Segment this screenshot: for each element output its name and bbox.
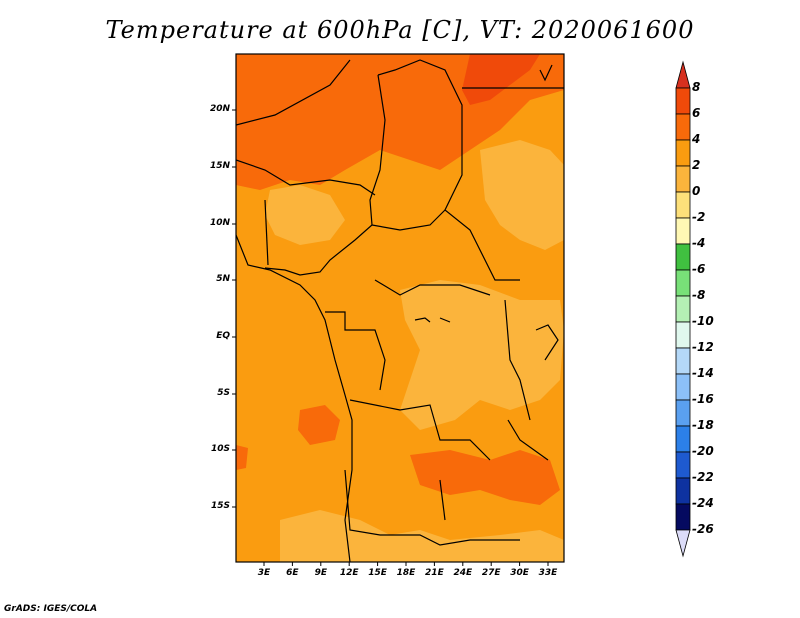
colorbar-segment	[675, 347, 691, 375]
lat-tick-label: EQ	[216, 331, 230, 341]
colorbar-label: -12	[692, 340, 714, 354]
colorbar-segment	[675, 269, 691, 297]
colorbar-label: -16	[692, 392, 714, 406]
field-mild-west	[265, 185, 345, 245]
colorbar-label: -14	[692, 366, 714, 380]
colorbar	[675, 60, 691, 558]
colorbar-label: -10	[692, 314, 714, 328]
colorbar-top-arrow	[675, 60, 691, 89]
colorbar-segment	[675, 139, 691, 167]
lat-tick-label: 15S	[210, 501, 230, 511]
colorbar-segment	[675, 243, 691, 271]
colorbar-label: 2	[692, 158, 701, 172]
lon-tick-label: 24E	[453, 568, 473, 578]
lon-tick-label: 6E	[286, 568, 299, 578]
lon-tick-label: 9E	[314, 568, 327, 578]
lon-tick-label: 18E	[396, 568, 416, 578]
colorbar-segment	[675, 399, 691, 427]
colorbar-segment	[675, 321, 691, 349]
map-title: Temperature at 600hPa [C], VT: 202006160…	[105, 16, 695, 44]
colorbar-label: -24	[692, 496, 714, 510]
colorbar-label: 4	[692, 132, 701, 146]
field-warm-south	[410, 450, 560, 505]
colorbar-segment	[675, 165, 691, 193]
lon-tick-label: 33E	[538, 568, 558, 578]
country-borders	[236, 59, 564, 546]
temperature-field	[236, 54, 564, 562]
coastline	[236, 64, 553, 562]
field-warm-atlantic	[298, 405, 340, 445]
colorbar-label: 0	[692, 184, 701, 198]
colorbar-label: -4	[692, 236, 706, 250]
grads-credit: GrADS: IGES/COLA	[4, 604, 98, 614]
colorbar-segment	[675, 503, 691, 531]
field-warm-sw	[236, 445, 248, 470]
lon-tick-label: 3E	[257, 568, 271, 578]
colorbar-segment	[675, 477, 691, 505]
lat-tick-label: 10N	[209, 218, 230, 228]
map-frame	[235, 53, 565, 563]
colorbar-label: -8	[692, 288, 706, 302]
lat-tick-label: 10S	[210, 444, 230, 454]
colorbar-segment	[675, 191, 691, 219]
colorbar-segment	[675, 87, 691, 115]
lon-tick-label: 21E	[425, 568, 444, 578]
colorbar-label: 8	[692, 80, 701, 94]
colorbar-label: -20	[692, 444, 714, 458]
colorbar-segment	[675, 217, 691, 245]
lon-tick-label: 30E	[510, 568, 529, 578]
colorbar-segment	[675, 113, 691, 141]
lon-tick-label: 12E	[339, 568, 359, 578]
colorbar-segment	[675, 451, 691, 479]
lon-tick-label: 27E	[481, 568, 501, 578]
axis-ticks	[232, 109, 549, 566]
field-mild-east	[480, 140, 564, 250]
colorbar-label: -22	[692, 470, 714, 484]
lat-tick-label: 15N	[209, 161, 230, 171]
colorbar-label: -26	[692, 522, 714, 536]
colorbar-segment	[675, 425, 691, 453]
lon-tick-label: 15E	[368, 568, 387, 578]
colorbar-label: 6	[692, 106, 701, 120]
colorbar-bottom-arrow	[675, 529, 691, 558]
colorbar-label: -6	[692, 262, 706, 276]
colorbar-label: -18	[692, 418, 714, 432]
colorbar-label: -2	[692, 210, 706, 224]
colorbar-segment	[675, 295, 691, 323]
lat-tick-label: 5N	[216, 274, 230, 284]
field-hot-northeast	[462, 54, 540, 105]
colorbar-segment	[675, 373, 691, 401]
lat-tick-label: 20N	[209, 104, 230, 114]
lat-tick-label: 5S	[217, 388, 230, 398]
